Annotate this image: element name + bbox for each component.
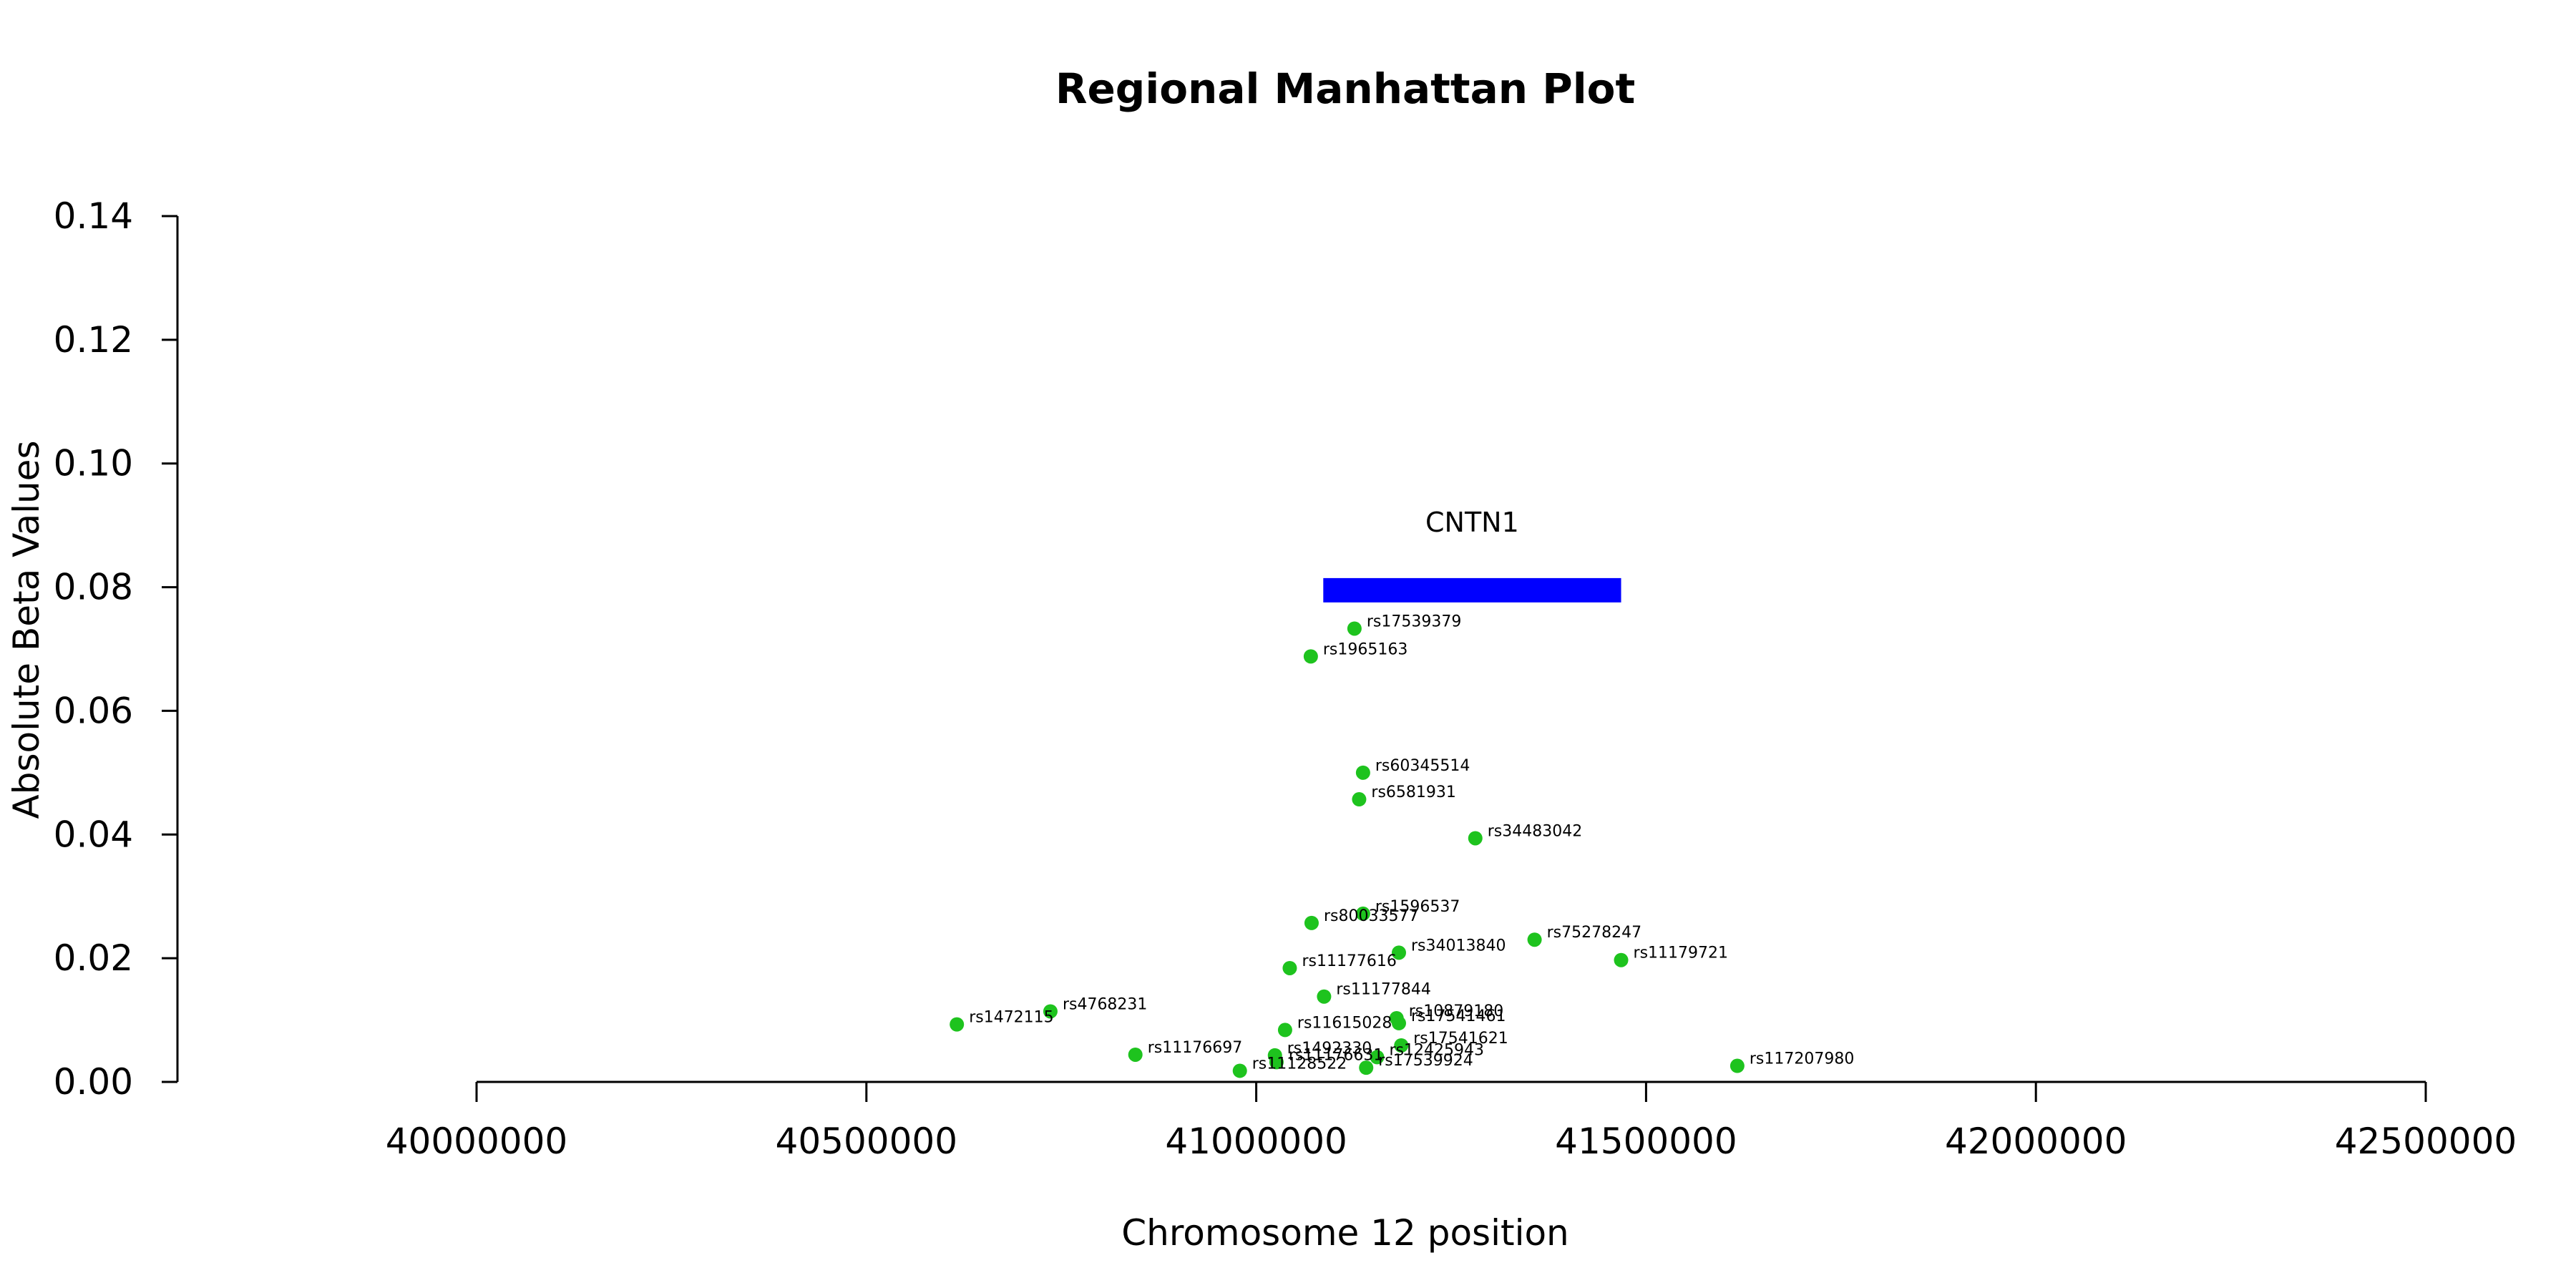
snp-point	[1269, 1055, 1284, 1070]
y-axis: 0.00 0.02 0.04 0.06 0.08 0.10 0.12 0.14	[54, 195, 179, 1103]
snp-label: rs11176697	[1148, 1039, 1242, 1057]
snp-point	[1277, 1023, 1292, 1038]
snp-point	[1282, 960, 1297, 975]
gene-bar	[1323, 577, 1621, 602]
snp-labels: rs17539379 rs1965163 rs60345514 rs6581931 rs…	[969, 613, 1854, 1073]
snp-points	[950, 621, 1745, 1078]
snp-label: rs1596537	[1375, 898, 1460, 916]
snp-label: rs10879180	[1409, 1002, 1503, 1020]
snp-label: rs11177616	[1302, 952, 1396, 970]
snp-point	[1527, 932, 1542, 947]
snp-label: rs11615028	[1297, 1014, 1392, 1032]
snp-point	[1304, 915, 1319, 930]
snp-label: rs6581931	[1371, 784, 1456, 801]
snp-point	[1614, 952, 1629, 967]
snp-point	[1352, 792, 1367, 807]
snp-point	[1043, 1004, 1058, 1019]
x-tick-label: 42000000	[1945, 1121, 2127, 1162]
snp-label: rs75278247	[1547, 924, 1641, 942]
x-tick-label: 42500000	[2335, 1121, 2517, 1162]
snp-label: rs80033577	[1324, 907, 1418, 925]
snp-point	[950, 1017, 965, 1032]
snp-label: rs117207980	[1750, 1050, 1854, 1068]
snp-point	[1232, 1063, 1247, 1078]
snp-label: rs11176631	[1289, 1046, 1383, 1064]
x-axis-label: Chromosome 12 position	[1121, 1212, 1569, 1254]
snp-label: rs12425943	[1389, 1041, 1483, 1059]
y-tick-label: 0.12	[54, 319, 133, 361]
y-tick-label: 0.08	[54, 567, 133, 608]
y-axis-label: Absolute Beta Values	[6, 441, 47, 819]
snp-label: rs11179721	[1634, 945, 1728, 962]
x-tick-label: 40500000	[776, 1121, 958, 1162]
snp-point	[1128, 1047, 1143, 1062]
snp-point	[1370, 1050, 1385, 1065]
snp-point	[1394, 1038, 1409, 1053]
snp-label: rs11177844	[1336, 981, 1430, 999]
gene-track: CNTN1	[1323, 507, 1621, 602]
snp-label: rs17541461	[1411, 1008, 1506, 1025]
snp-point	[1468, 831, 1483, 846]
snp-point	[1355, 906, 1370, 921]
y-tick-label: 0.10	[54, 443, 133, 484]
y-tick-label: 0.02	[54, 937, 133, 979]
snp-label: rs17539379	[1367, 613, 1461, 630]
snp-point	[1391, 945, 1406, 960]
chart-title: Regional Manhattan Plot	[1055, 64, 1635, 113]
snp-point	[1391, 1015, 1406, 1030]
snp-point	[1303, 649, 1318, 664]
y-tick-label: 0.06	[54, 690, 133, 731]
snp-label: rs1965163	[1323, 640, 1408, 658]
y-tick-label: 0.14	[54, 195, 133, 237]
y-tick-label: 0.00	[54, 1061, 133, 1103]
snp-point	[1729, 1058, 1745, 1073]
snp-point	[1355, 765, 1370, 780]
gene-label: CNTN1	[1425, 507, 1519, 538]
snp-label: rs34483042	[1488, 822, 1582, 840]
x-tick-label: 41500000	[1555, 1121, 1737, 1162]
snp-label: rs60345514	[1375, 757, 1470, 775]
snp-point	[1359, 1060, 1374, 1075]
x-axis: 40000000 40500000 41000000 41500000 42000000…	[386, 1080, 2517, 1162]
snp-point	[1347, 621, 1362, 636]
y-tick-label: 0.04	[54, 814, 133, 855]
snp-label: rs1492330	[1287, 1040, 1372, 1058]
x-tick-label: 40000000	[386, 1121, 568, 1162]
snp-label: rs17541621	[1413, 1030, 1508, 1048]
snp-point	[1317, 989, 1332, 1004]
snp-label: rs1472115	[969, 1009, 1054, 1027]
snp-label: rs17539924	[1378, 1052, 1473, 1070]
snp-label: rs34013840	[1411, 937, 1506, 955]
x-tick-label: 41000000	[1165, 1121, 1347, 1162]
snp-label: rs11128522	[1252, 1055, 1347, 1073]
snp-label: rs4768231	[1063, 995, 1148, 1013]
